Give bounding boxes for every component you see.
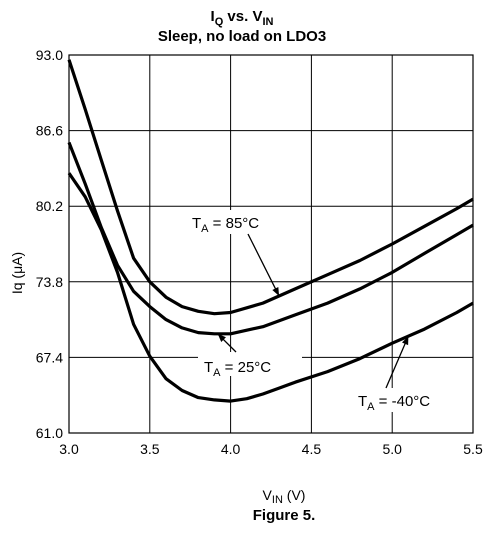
annotation-25c: TA = 25°C <box>198 333 302 379</box>
x-tick-label-0: 3.0 <box>59 441 79 457</box>
series-group <box>67 59 474 403</box>
svg-text:TA = 25°C: TA = 25°C <box>204 359 271 379</box>
y-tick-label-1: 67.4 <box>36 349 63 365</box>
series-line-25c <box>67 141 474 336</box>
series-line-85c <box>67 59 474 316</box>
x-tick-label-4: 5.0 <box>382 441 402 457</box>
x-axis-label: VIN (V) <box>263 487 306 506</box>
svg-text:TA = 85°C: TA = 85°C <box>192 215 259 235</box>
y-tick-label-5: 93.0 <box>36 47 63 63</box>
annotation-85c: TA = 85°C <box>186 210 288 297</box>
annotation-minus40c: TA = -40°C <box>352 335 464 413</box>
plot-border <box>68 54 474 434</box>
figure-caption: Figure 5. <box>253 507 316 524</box>
annotation-85c-arrow <box>247 233 280 297</box>
title-sub-q: Q <box>215 16 224 28</box>
x-tick-label-2: 4.0 <box>221 441 241 457</box>
y-tick-label-4: 86.6 <box>36 123 63 139</box>
arrow-40-head <box>401 336 409 346</box>
title-sub-in: IN <box>262 16 273 28</box>
x-tick-label-1: 3.5 <box>140 441 160 457</box>
annotation-minus40c-arrow <box>385 335 409 389</box>
y-tick-label-3: 80.2 <box>36 198 63 214</box>
arrow-85-head <box>272 287 280 296</box>
chart-title-line1: IQ vs. VIN <box>211 8 274 28</box>
title-vs: vs. V <box>223 8 262 25</box>
arrow-25-head <box>217 333 226 343</box>
x-tick-label-3: 4.5 <box>302 441 322 457</box>
x-tick-labels: 3.0 3.5 4.0 4.5 5.0 5.5 <box>59 441 483 457</box>
y-tick-labels: 61.0 67.4 73.8 80.2 86.6 93.0 <box>36 47 63 441</box>
chart-title-line2: Sleep, no load on LDO3 <box>158 28 326 45</box>
y-tick-label-0: 61.0 <box>36 425 63 441</box>
y-axis-label: Iq (μA) <box>9 252 25 294</box>
title-i: I <box>211 8 215 25</box>
y-tick-label-2: 73.8 <box>36 274 63 290</box>
svg-text:TA = -40°C: TA = -40°C <box>358 393 430 413</box>
x-tick-label-5: 5.5 <box>463 441 483 457</box>
plot-frame <box>68 54 474 434</box>
series-line-minus40c <box>67 172 474 403</box>
